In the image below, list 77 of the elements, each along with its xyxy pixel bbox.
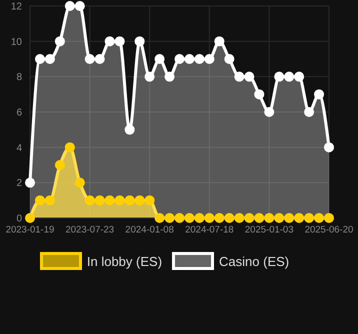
point [164, 72, 175, 82]
point [74, 178, 85, 188]
point [25, 213, 35, 223]
point [144, 72, 155, 82]
point [314, 89, 324, 100]
point [154, 54, 165, 64]
point [104, 36, 115, 46]
x-tick-label: 2024-07-18 [185, 224, 234, 236]
y-tick-label: 4 [16, 142, 22, 154]
point [54, 36, 65, 46]
point [234, 213, 244, 223]
x-tick-label: 2024-01-08 [125, 224, 174, 236]
point [194, 213, 204, 223]
point [214, 213, 224, 223]
point [174, 54, 184, 64]
point [84, 54, 95, 64]
point [264, 213, 274, 223]
point [234, 72, 244, 82]
point [124, 195, 135, 206]
point [294, 213, 304, 223]
point [204, 54, 214, 64]
point [34, 195, 45, 206]
point [254, 89, 264, 100]
point [134, 36, 145, 46]
point [64, 1, 75, 11]
point [294, 72, 304, 82]
y-tick-label: 10 [10, 36, 22, 48]
point [274, 213, 284, 223]
point [25, 178, 35, 188]
point [324, 142, 334, 152]
point [144, 195, 155, 206]
y-tick-label: 2 [16, 178, 22, 190]
point [314, 213, 324, 223]
point [124, 124, 135, 135]
point [184, 54, 194, 64]
x-tick-label: 2023-01-19 [6, 224, 54, 236]
point [64, 142, 75, 152]
point [44, 195, 55, 206]
point [94, 195, 105, 206]
point [164, 213, 175, 223]
point [114, 195, 125, 206]
point [284, 72, 294, 82]
point [304, 213, 314, 223]
x-tick-label: 2025-06-20 [304, 224, 354, 236]
point [114, 36, 125, 46]
legend-label: Casino (ES) [219, 254, 290, 268]
point [224, 54, 234, 64]
point [154, 213, 165, 223]
x-tick-label: 2023-07-23 [65, 224, 114, 236]
point [274, 72, 284, 82]
point [214, 36, 224, 46]
point [254, 213, 264, 223]
y-tick-label: 0 [16, 214, 22, 225]
point [84, 195, 95, 206]
x-tick-label: 2025-01-03 [244, 224, 294, 236]
point [104, 195, 115, 206]
point [184, 213, 194, 223]
point [34, 54, 45, 64]
point [264, 107, 274, 117]
point [324, 213, 334, 223]
point [54, 160, 65, 170]
point [194, 54, 204, 64]
point [284, 213, 294, 223]
point [244, 213, 254, 223]
point [204, 213, 214, 223]
point [244, 72, 254, 82]
point [134, 195, 145, 206]
point [174, 213, 184, 223]
y-tick-label: 8 [16, 72, 22, 84]
legend-label: In lobby (ES) [86, 254, 162, 268]
point [304, 107, 314, 117]
point [94, 54, 105, 64]
point [74, 1, 85, 11]
point [224, 213, 234, 223]
point [44, 54, 55, 64]
y-tick-label: 12 [10, 2, 22, 13]
y-tick-label: 6 [16, 108, 22, 119]
